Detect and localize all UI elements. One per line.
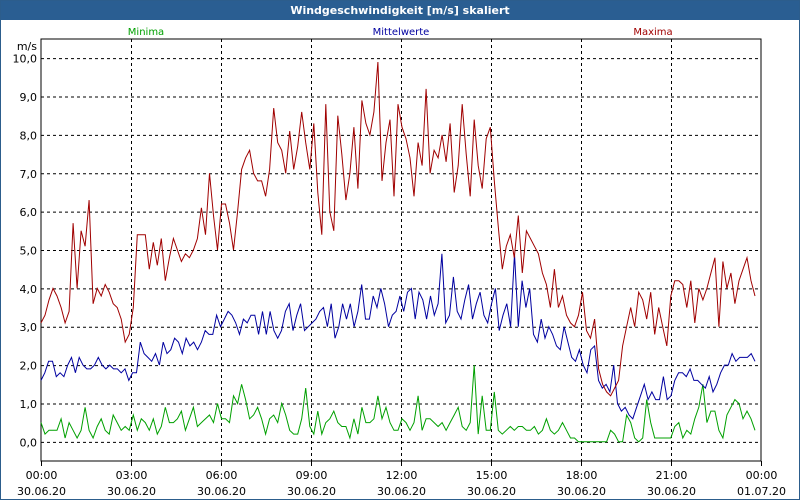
x-tick-time: 12:00 xyxy=(386,469,418,482)
x-tick-time: 00:00 xyxy=(746,469,778,482)
y-tick-label: 7,0 xyxy=(20,168,38,181)
y-tick-label: 4,0 xyxy=(20,283,38,296)
y-tick-label: 5,0 xyxy=(20,245,38,258)
x-tick-time: 15:00 xyxy=(476,469,508,482)
x-tick-time: 09:00 xyxy=(296,469,328,482)
y-tick-label: 2,0 xyxy=(20,360,38,373)
y-tick-label: 1,0 xyxy=(20,398,38,411)
x-tick-time: 18:00 xyxy=(566,469,598,482)
x-tick-time: 00:00 xyxy=(26,469,58,482)
legend-mittelwerte: Mittelwerte xyxy=(373,27,430,38)
legend-maxima: Maxima xyxy=(633,27,672,38)
y-tick-label: 3,0 xyxy=(20,321,38,334)
y-tick-label: 9,0 xyxy=(20,91,38,104)
series-line-minima xyxy=(40,365,756,443)
y-tick-label: 0,0 xyxy=(20,436,38,449)
x-tick-date: 01.07.20 xyxy=(737,485,786,498)
y-tick-label: 6,0 xyxy=(20,206,38,219)
x-tick-date: 30.06.20 xyxy=(467,485,516,498)
x-tick-time: 03:00 xyxy=(116,469,148,482)
series-line-maxima xyxy=(40,61,756,397)
x-tick-date: 30.06.20 xyxy=(287,485,336,498)
legend-minima: Minima xyxy=(128,27,164,38)
x-tick-date: 30.06.20 xyxy=(17,485,66,498)
x-tick-date: 30.06.20 xyxy=(107,485,156,498)
x-tick-time: 06:00 xyxy=(206,469,238,482)
y-tick-label: 10,0 xyxy=(13,53,38,66)
y-axis-label: m/s xyxy=(17,40,37,53)
x-tick-date: 30.06.20 xyxy=(197,485,246,498)
window-title: Windgeschwindigkeit [m/s] skaliert xyxy=(1,1,799,20)
x-tick-date: 30.06.20 xyxy=(377,485,426,498)
series-line-mittelwerte xyxy=(40,253,756,420)
x-tick-date: 30.06.20 xyxy=(647,485,696,498)
y-tick-label: 8,0 xyxy=(20,129,38,142)
x-tick-time: 21:00 xyxy=(656,469,688,482)
x-tick-date: 30.06.20 xyxy=(557,485,606,498)
